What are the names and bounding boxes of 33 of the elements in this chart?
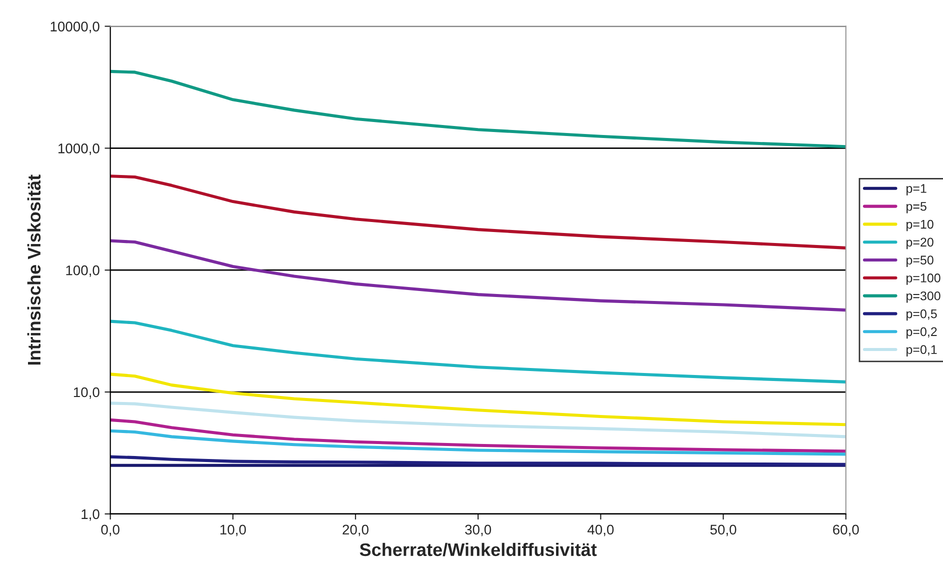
x-tick-label: 10,0 (220, 524, 246, 536)
legend-label: p=10 (906, 220, 934, 232)
x-tick-label: 60,0 (833, 524, 859, 536)
x-tick-label: 30,0 (465, 524, 492, 536)
legend-label: p=300 (906, 291, 940, 303)
legend-label: p=20 (906, 238, 934, 250)
legend-label: p=0,1 (906, 345, 937, 356)
line-series (110, 70, 846, 148)
y-tick-label: 1000,0 (58, 144, 100, 155)
y-tick-label: 10,0 (74, 387, 100, 399)
line-series (110, 174, 846, 250)
line-series (110, 429, 846, 456)
legend-label: p=1 (906, 184, 926, 196)
line-series (110, 455, 846, 466)
legend-label: p=5 (906, 202, 926, 214)
line-series (110, 372, 846, 426)
legend-label: p=50 (906, 256, 934, 267)
line-series (110, 239, 846, 312)
y-tick-label: 1,0 (82, 509, 100, 521)
y-tick-label: 100,0 (66, 265, 100, 277)
line-series (110, 402, 846, 438)
y-axis-title: Intrinsische Viskosität (27, 174, 41, 365)
legend-label: p=100 (906, 274, 940, 285)
legend-label: p=0,2 (906, 327, 937, 339)
line-series (110, 418, 846, 453)
x-tick-label: 0,0 (101, 524, 120, 536)
y-tick-label: 10000,0 (50, 22, 100, 34)
x-tick-label: 20,0 (342, 524, 368, 536)
x-axis-title: Scherrate/Winkeldiffusivität (360, 542, 597, 556)
x-tick-label: 50,0 (710, 524, 736, 536)
legend-label: p=0,5 (906, 309, 937, 321)
x-tick-label: 40,0 (587, 524, 614, 536)
line-series (110, 320, 846, 384)
